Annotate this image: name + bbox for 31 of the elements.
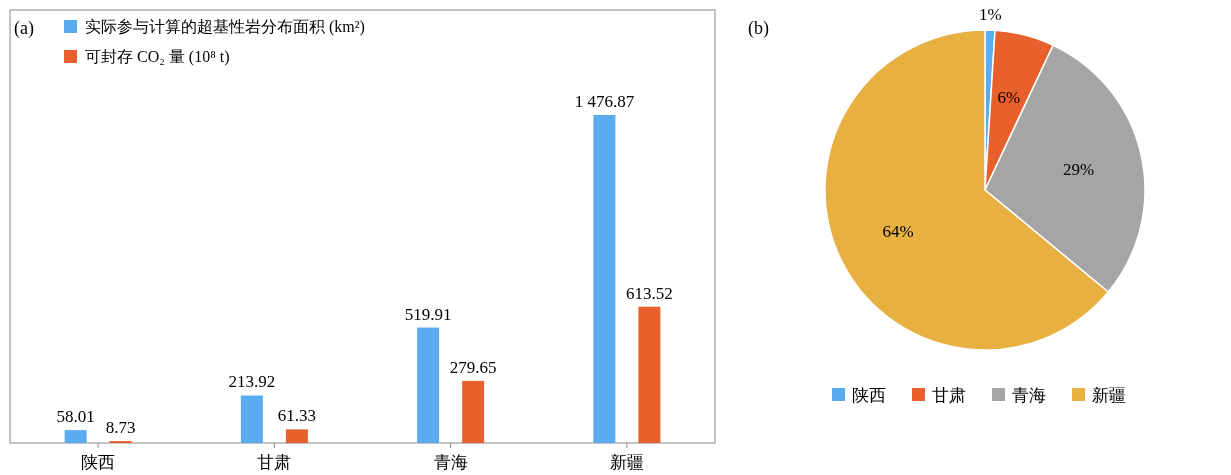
legend-label: 陕西 bbox=[852, 386, 886, 405]
x-tick-label: 甘肃 bbox=[257, 453, 292, 472]
data-label: 6% bbox=[997, 88, 1021, 108]
data-label: 64% bbox=[882, 221, 914, 241]
data-label: 213.92 bbox=[228, 372, 276, 392]
bar bbox=[593, 114, 616, 443]
data-label: 1 476.87 bbox=[574, 91, 635, 111]
bar bbox=[638, 306, 661, 443]
x-tick-label: 新疆 bbox=[609, 453, 644, 472]
x-tick-label: 陕西 bbox=[81, 453, 116, 472]
bar bbox=[64, 430, 87, 443]
legend-label: 实际参与计算的超基性岩分布面积 (km²) bbox=[85, 18, 365, 36]
legend-label: 甘肃 bbox=[932, 386, 966, 405]
data-label: 29% bbox=[1063, 160, 1095, 180]
chart-title: (a) bbox=[14, 18, 34, 39]
x-tick-label: 青海 bbox=[433, 453, 468, 472]
data-label: 613.52 bbox=[626, 283, 673, 303]
bar bbox=[417, 327, 440, 443]
data-label: 279.65 bbox=[449, 357, 497, 377]
legend-label: 青海 bbox=[1012, 386, 1046, 405]
legend-label: 可封存 CO₂ 量 (10⁸ t) bbox=[85, 48, 230, 66]
legend-label: 新疆 bbox=[1092, 386, 1126, 405]
bar bbox=[462, 380, 485, 443]
data-label: 519.91 bbox=[404, 304, 452, 324]
bar bbox=[285, 429, 308, 443]
text: (b) bbox=[748, 18, 769, 39]
data-label: 1% bbox=[979, 5, 1002, 25]
data-label: 8.73 bbox=[105, 418, 136, 438]
data-label: 61.33 bbox=[277, 406, 316, 426]
data-label: 58.01 bbox=[56, 407, 95, 427]
bar bbox=[240, 395, 263, 443]
